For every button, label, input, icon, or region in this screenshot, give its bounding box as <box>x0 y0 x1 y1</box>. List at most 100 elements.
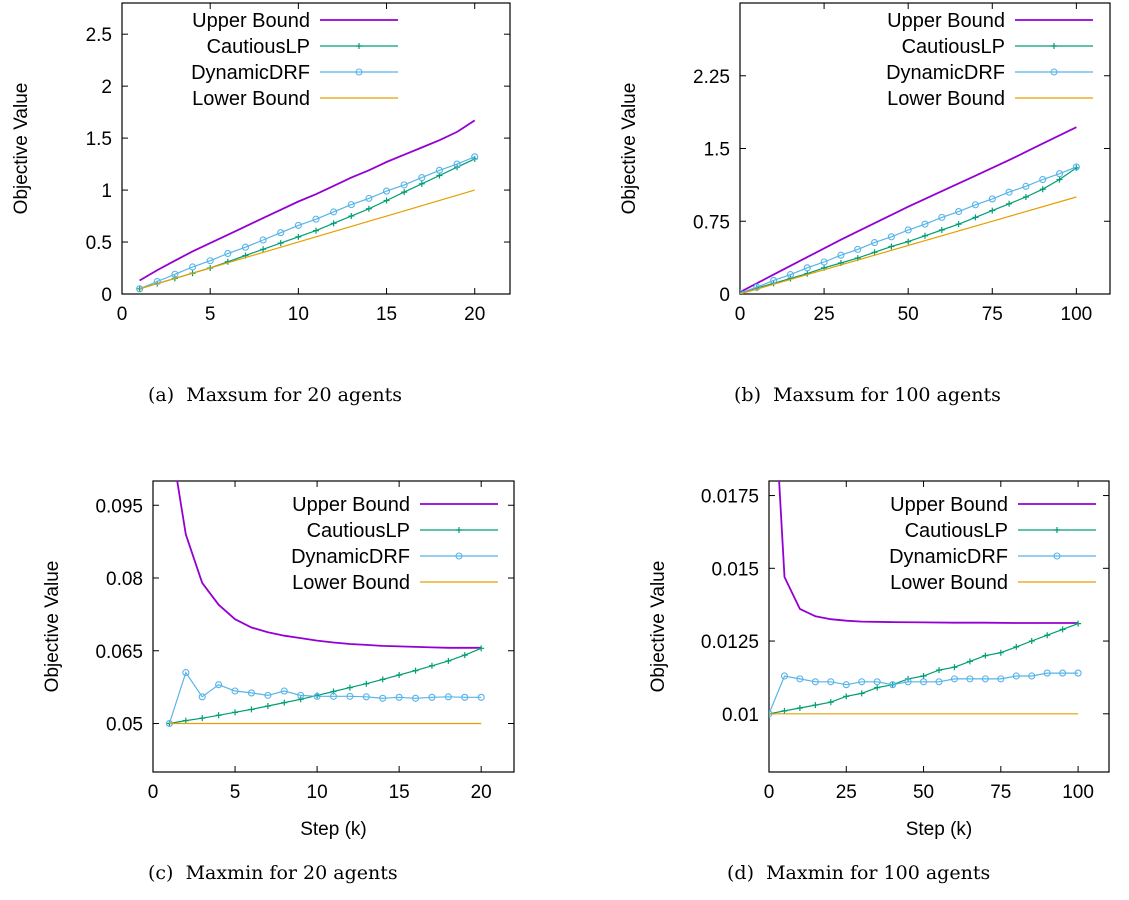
data-point-cautiouslp <box>920 672 927 679</box>
data-point-cautiouslp <box>955 221 962 228</box>
data-point-dynamicdrf <box>395 693 403 701</box>
caption-a-text: Maxsum for 20 agents <box>186 384 402 406</box>
x-tick-label: 0 <box>148 782 159 803</box>
data-point-dynamicdrf <box>280 687 288 695</box>
data-point-cautiouslp <box>248 706 255 713</box>
legend-label: Upper Bound <box>887 10 1005 32</box>
y-tick-label: 0.08 <box>106 569 143 590</box>
data-point-cautiouslp <box>812 702 819 709</box>
data-point-cautiouslp <box>461 652 468 659</box>
legend-marker <box>1051 43 1057 49</box>
data-point-cautiouslp <box>260 246 267 253</box>
data-point-cautiouslp <box>365 205 372 212</box>
series-line-lower-bound <box>139 189 475 290</box>
data-point-cautiouslp <box>972 214 979 221</box>
data-point-dynamicdrf <box>1072 163 1080 171</box>
legend-marker <box>1053 552 1061 560</box>
data-point-cautiouslp <box>938 226 945 233</box>
data-point-cautiouslp <box>1022 194 1029 200</box>
data-point-cautiouslp <box>401 189 408 196</box>
legend-label: Upper Bound <box>890 494 1008 516</box>
caption-d-tag: (d) <box>727 862 754 884</box>
data-point-dynamicdrf <box>153 277 161 286</box>
legend-marker <box>456 527 462 533</box>
data-point-dynamicdrf <box>889 681 897 689</box>
y-tick-label: 2.25 <box>693 67 730 88</box>
data-point-cautiouslp <box>348 213 355 220</box>
data-point-cautiouslp <box>264 703 271 710</box>
series-line-upper-bound <box>740 126 1077 293</box>
legend-marker <box>455 552 463 560</box>
y-tick-label: 0.0125 <box>701 632 759 653</box>
data-point-dynamicdrf <box>811 678 819 686</box>
caption-c-text: Maxmin for 20 agents <box>185 862 398 884</box>
y-tick-label: 1.5 <box>704 140 730 161</box>
data-point-dynamicdrf <box>827 678 835 686</box>
x-tick-label: 75 <box>982 304 1003 325</box>
y-tick-label: 0.75 <box>693 212 730 233</box>
caption-a: (a) Maxsum for 20 agents <box>148 384 402 406</box>
data-point-cautiouslp <box>346 684 353 691</box>
y-tick-label: 0.065 <box>95 642 143 663</box>
data-point-dynamicdrf <box>854 245 862 253</box>
legend-label: CautiousLP <box>307 520 410 542</box>
data-point-dynamicdrf <box>935 678 943 686</box>
data-point-dynamicdrf <box>904 226 912 234</box>
data-point-cautiouslp <box>997 649 1004 656</box>
x-tick-label: 0 <box>117 304 128 325</box>
data-point-dynamicdrf <box>365 194 373 202</box>
data-point-cautiouslp <box>1028 638 1035 645</box>
x-tick-label: 50 <box>898 304 919 325</box>
data-point-dynamicdrf <box>997 675 1005 683</box>
data-point-dynamicdrf <box>1059 669 1067 677</box>
data-point-cautiouslp <box>796 704 803 711</box>
legend-label: DynamicDRF <box>191 62 310 84</box>
data-point-dynamicdrf <box>1022 182 1030 190</box>
caption-d-text: Maxmin for 100 agents <box>766 862 991 884</box>
legend-label: DynamicDRF <box>291 546 410 568</box>
legend-marker <box>356 43 362 49</box>
series-group <box>740 126 1080 294</box>
data-point-dynamicdrf <box>411 694 420 702</box>
data-point-cautiouslp <box>182 717 189 724</box>
data-point-cautiouslp <box>1044 632 1051 639</box>
data-point-dynamicdrf <box>241 243 250 251</box>
data-point-cautiouslp <box>277 240 284 247</box>
y-tick-label: 0.05 <box>106 715 143 736</box>
x-tick-label: 10 <box>288 304 309 325</box>
data-point-dynamicdrf <box>400 181 408 189</box>
series-group <box>136 119 479 293</box>
caption-c-tag: (c) <box>148 862 174 884</box>
legend-label: Upper Bound <box>292 494 410 516</box>
data-point-dynamicdrf <box>264 691 272 699</box>
data-point-dynamicdrf <box>346 692 354 700</box>
y-tick-label: 0 <box>101 285 112 306</box>
x-tick-label: 20 <box>471 782 492 803</box>
data-point-dynamicdrf <box>259 236 267 244</box>
data-point-dynamicdrf <box>171 270 179 278</box>
data-point-dynamicdrf <box>330 208 338 216</box>
data-point-dynamicdrf <box>247 689 256 697</box>
data-point-cautiouslp <box>874 684 881 691</box>
data-point-dynamicdrf <box>1012 672 1020 680</box>
data-point-cautiouslp <box>428 662 435 669</box>
legend-marker <box>1054 527 1060 533</box>
data-point-dynamicdrf <box>277 229 285 237</box>
data-point-dynamicdrf <box>919 678 928 686</box>
data-point-cautiouslp <box>843 693 850 700</box>
data-point-cautiouslp <box>858 690 865 697</box>
x-tick-label: 100 <box>1061 304 1093 325</box>
y-tick-label: 2.5 <box>86 25 112 46</box>
data-point-cautiouslp <box>1075 620 1082 627</box>
data-point-cautiouslp <box>781 707 788 714</box>
x-tick-label: 100 <box>1062 782 1094 803</box>
data-point-dynamicdrf <box>803 264 811 272</box>
legend-label: Lower Bound <box>192 88 310 110</box>
data-point-dynamicdrf <box>313 692 321 700</box>
caption-c: (c) Maxmin for 20 agents <box>148 862 398 884</box>
data-point-dynamicdrf <box>1074 669 1082 677</box>
data-point-dynamicdrf <box>379 694 387 702</box>
data-point-cautiouslp <box>199 715 206 722</box>
data-point-dynamicdrf <box>780 672 789 680</box>
